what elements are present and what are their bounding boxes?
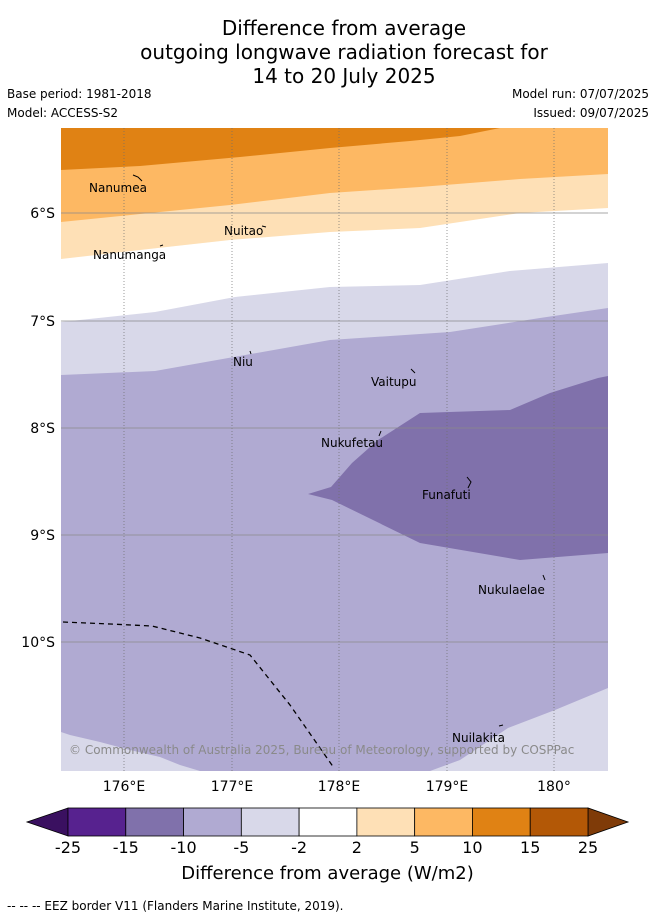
nukulaelae-island-shape [542, 574, 546, 581]
island-label: Vaitupu [371, 375, 417, 389]
nuitao-island-shape [261, 225, 267, 228]
band-minus5-minus2-south [430, 688, 608, 771]
island-label: Nukulaelae [478, 583, 545, 597]
colorbar-tick-label: -2 [291, 838, 307, 857]
lon-tick-label: 180° [537, 779, 571, 795]
lat-tick-label: 6°S [30, 206, 55, 222]
lat-tick-label: 7°S [30, 314, 55, 330]
colorbar-tick-label: -15 [113, 838, 139, 857]
lat-tick-label: 10°S [21, 635, 55, 651]
colorbar-segment [472, 807, 531, 837]
colorbar-over-arrow [587, 807, 630, 837]
colorbar-segment [183, 807, 242, 837]
colorbar-tick-label: 2 [352, 838, 362, 857]
title-line-3: 14 to 20 July 2025 [252, 64, 436, 88]
model-run-label: Model run: 07/07/2025 [511, 87, 649, 101]
lon-tick-label: 177°E [211, 779, 254, 795]
colorbar-segment [67, 807, 127, 837]
nuilakita-island-shape [498, 724, 504, 727]
island-label: Nanumanga [93, 248, 166, 262]
copyright-notice: © Commonwealth of Australia 2025, Bureau… [69, 743, 574, 757]
eez-footnote: -- -- -- EEZ border V11 (Flanders Marine… [7, 899, 344, 913]
niu-island-shape [249, 350, 252, 355]
colorbar-tick-label: -10 [170, 838, 196, 857]
title-line-2: outgoing longwave radiation forecast for [140, 40, 548, 64]
island-label: Funafuti [422, 488, 471, 502]
colorbar-tick-label: -25 [55, 838, 81, 857]
colorbar-segment [298, 807, 358, 837]
title-line-1: Difference from average [221, 16, 467, 40]
nanumanga-island-shape [159, 244, 164, 247]
colorbar: -25 -15 -10 -5 -2 2 5 10 15 25 [25, 807, 630, 857]
colorbar-under-arrow [25, 807, 69, 837]
latitude-tick-labels: 6°S 7°S 8°S 9°S 10°S [21, 206, 55, 651]
island-shapes [132, 174, 546, 727]
island-label: Nuilakita [452, 731, 505, 745]
colorbar-segment [125, 807, 184, 837]
longitude-tick-labels: 176°E 177°E 178°E 179°E 180° [103, 779, 571, 795]
island-label: Nukufetau [321, 436, 383, 450]
colorbar-tick-label: 15 [520, 838, 540, 857]
lon-tick-label: 176°E [103, 779, 146, 795]
colorbar-tick-label: 5 [410, 838, 420, 857]
colorbar-segment [240, 807, 300, 837]
island-label: Niu [233, 355, 253, 369]
colorbar-tick-label: 10 [462, 838, 482, 857]
island-label: Nanumea [89, 181, 147, 195]
chart-title: Difference from average outgoing longwav… [0, 16, 655, 88]
nanumea-island-shape [132, 174, 143, 182]
band-minus5-minus2-southwest [61, 732, 200, 771]
colorbar-tick-label: 25 [578, 838, 598, 857]
lon-tick-label: 179°E [426, 779, 469, 795]
colorbar-segment [529, 807, 589, 837]
colorbar-segment [356, 807, 416, 837]
lat-tick-label: 9°S [30, 528, 55, 544]
graticule [61, 128, 608, 771]
eez-border [62, 621, 335, 769]
colorbar-tick-label: -5 [233, 838, 249, 857]
contour-fill [61, 128, 608, 771]
lat-tick-label: 8°S [30, 421, 55, 437]
lon-tick-label: 178°E [318, 779, 361, 795]
olr-anomaly-map: Nanumea Nuitao Nanumanga Niu Vaitupu Nuk… [21, 128, 630, 857]
island-label: Nuitao [224, 224, 263, 238]
base-period-label: Base period: 1981-2018 [7, 87, 152, 101]
issued-label: Issued: 09/07/2025 [533, 106, 649, 120]
model-label: Model: ACCESS-S2 [7, 106, 119, 120]
funafuti-island-shape [466, 476, 472, 489]
band-minus15-minus10 [308, 376, 608, 560]
colorbar-segment [414, 807, 473, 837]
band-plus10-plus15 [61, 128, 500, 170]
vaitupu-island-shape [410, 368, 416, 374]
nukufetau-island-shape [378, 430, 382, 437]
island-labels: Nanumea Nuitao Nanumanga Niu Vaitupu Nuk… [89, 181, 545, 745]
colorbar-title: Difference from average (W/m2) [181, 863, 474, 884]
